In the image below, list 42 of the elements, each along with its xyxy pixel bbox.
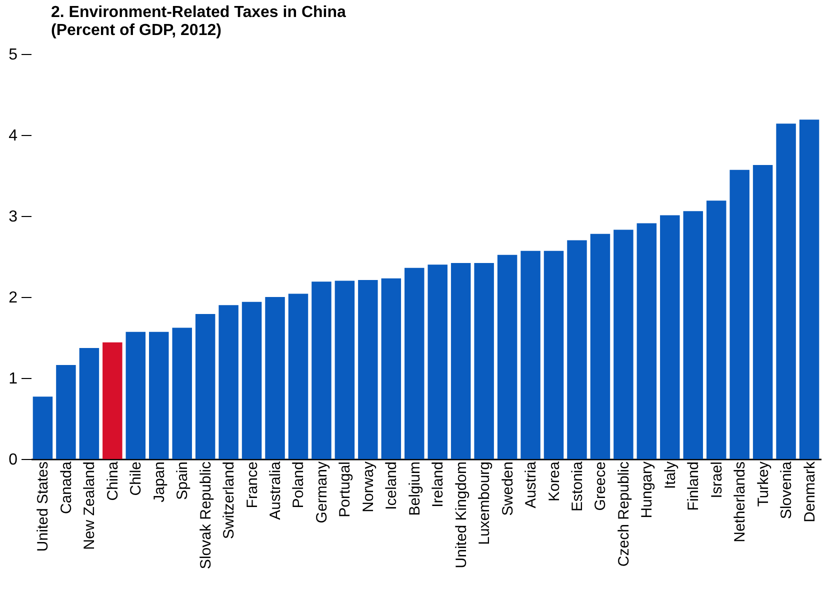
x-tick-label: Ireland — [430, 462, 447, 508]
x-tick-label: Poland — [290, 462, 308, 508]
y-tick-label: 0 — [8, 452, 18, 468]
x-tick-label: Netherlands — [732, 462, 749, 542]
x-tick-label: United States — [34, 462, 52, 552]
x-tick-label: Belgium — [406, 462, 424, 516]
x-tick-label: Japan — [150, 462, 168, 502]
x-tick-label: Germany — [313, 461, 330, 524]
x-tick-label: Italy — [662, 461, 679, 490]
y-tick-label: 2 — [8, 290, 18, 306]
chart-title: 2. Environment-Related Taxes in China — [51, 4, 346, 21]
chart-subtitle: (Percent of GDP, 2012) — [51, 22, 222, 39]
x-tick-label: Turkey — [754, 461, 772, 507]
x-tick-label: Sweden — [499, 462, 516, 516]
y-tick-label: 4 — [8, 128, 18, 144]
x-tick-label: United Kingdom — [452, 462, 470, 568]
x-tick-label: Finland — [685, 462, 702, 511]
y-tick-label: 5 — [8, 46, 18, 64]
x-tick-label: Iceland — [383, 462, 400, 510]
x-tick-label: Czech Republic — [615, 461, 632, 567]
x-tick-label: Luxembourg — [476, 462, 494, 545]
x-tick-label: New Zealand — [81, 462, 98, 550]
x-tick-label: Slovenia — [778, 460, 796, 520]
x-tick-label: Korea — [546, 460, 563, 502]
x-tick-label: Austria — [522, 460, 540, 508]
x-tick-label: Australia — [267, 460, 284, 520]
x-tick-label: Portugal — [336, 462, 354, 518]
x-tick-label: Slovak Republic — [197, 461, 214, 570]
x-tick-label: Canada — [58, 460, 75, 514]
x-tick-label: Estonia — [568, 460, 586, 512]
x-tick-label: Israel — [708, 462, 726, 498]
y-tick-label: 1 — [8, 370, 18, 388]
x-tick-label: Chile — [128, 462, 145, 496]
x-tick-label: Greece — [592, 462, 610, 511]
x-tick-label: Spain — [174, 462, 192, 500]
x-tick-label: Norway — [360, 461, 377, 512]
x-tick-label: China — [104, 460, 122, 501]
x-tick-label: Hungary — [638, 461, 656, 518]
x-tick-label: Denmark — [801, 461, 818, 522]
y-tick-label: 3 — [8, 208, 18, 226]
x-tick-label: France — [244, 462, 261, 508]
x-tick-label: Switzerland — [220, 462, 238, 540]
